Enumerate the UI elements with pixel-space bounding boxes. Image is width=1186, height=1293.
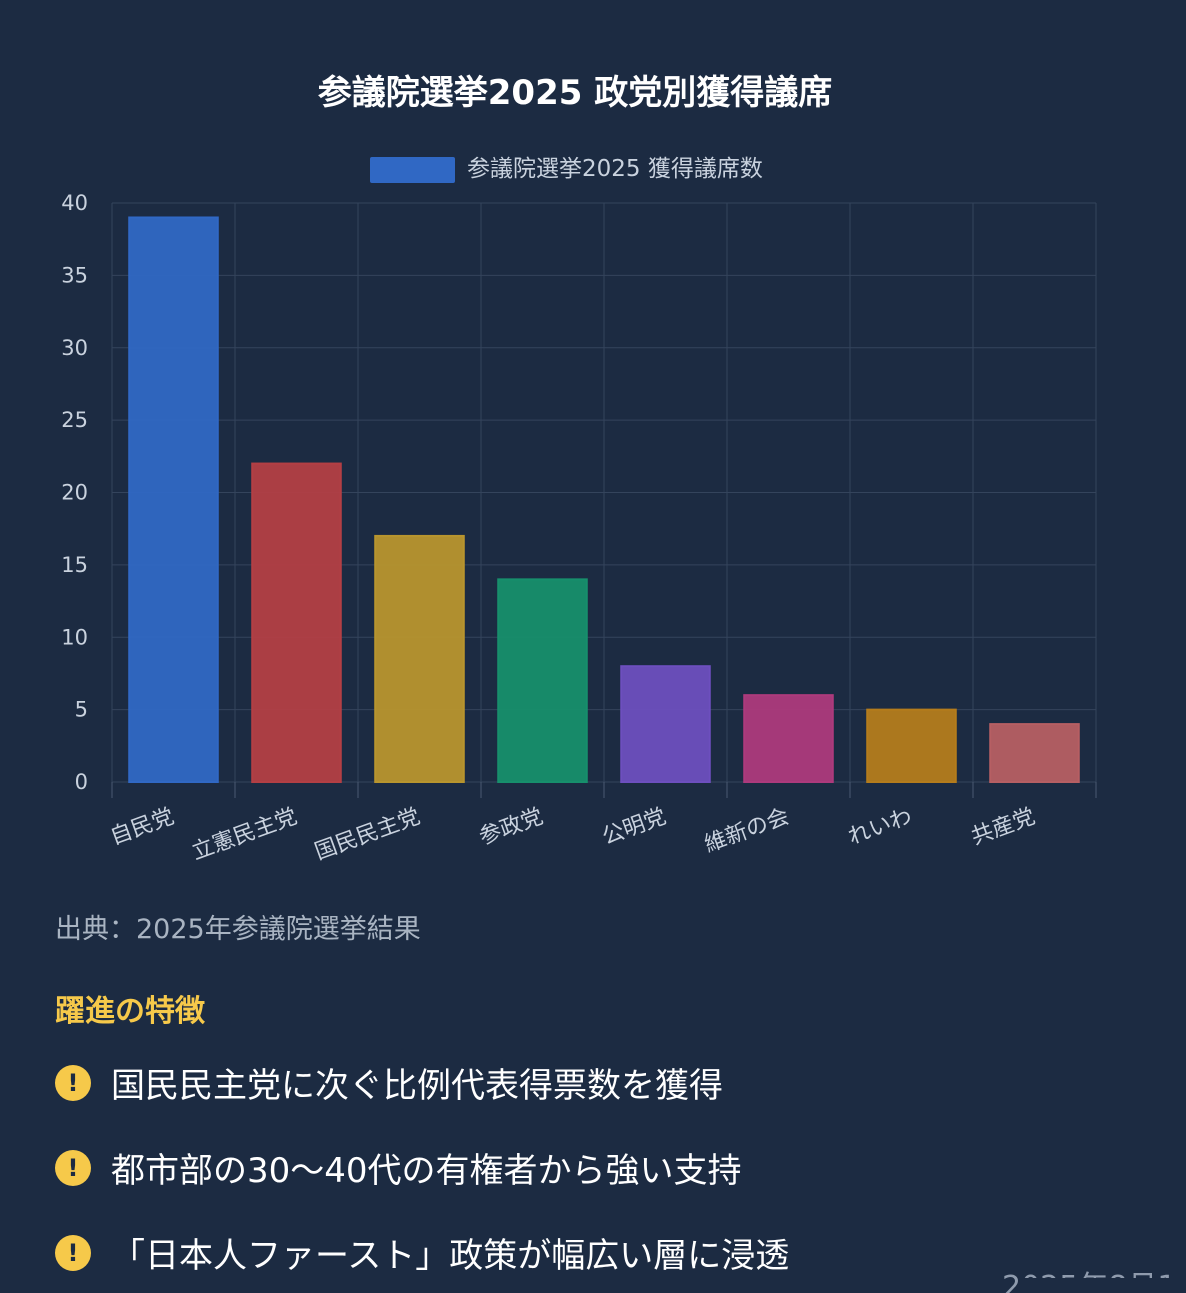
x-tick-label: 国民民主党	[312, 804, 424, 865]
bar	[251, 462, 342, 783]
features-list: ! 国民民主党に次ぐ比例代表得票数を獲得 ! 都市部の30〜40代の有権者から強…	[55, 1040, 789, 1293]
bar	[989, 723, 1080, 783]
y-tick-label: 0	[75, 770, 88, 794]
exclamation-circle-icon: !	[55, 1149, 91, 1186]
x-tick-label: れいわ	[845, 804, 916, 850]
x-tick-label: 参政党	[476, 804, 547, 850]
feature-text: 国民民主党に次ぐ比例代表得票数を獲得	[111, 1066, 723, 1106]
bar	[374, 534, 465, 783]
y-tick-label: 25	[61, 408, 88, 432]
legend-swatch	[370, 157, 455, 183]
bar	[866, 708, 957, 783]
x-tick-label: 公明党	[599, 804, 670, 850]
y-tick-label: 30	[61, 336, 88, 360]
x-tick-label: 自民党	[107, 804, 178, 850]
feature-text: 「日本人ファースト」政策が幅広い層に浸透	[111, 1236, 790, 1276]
x-axis-ticks: 自民党 立憲民主党 国民民主党 参政党 公明党 維新の会 れいわ 共産党	[107, 804, 1039, 865]
bar	[497, 578, 588, 783]
y-tick-label: 35	[61, 263, 88, 287]
chart-grid	[111, 202, 1097, 798]
source-note: 出典：2025年参議院選挙結果	[55, 914, 421, 945]
x-tick-label: 維新の会	[701, 804, 792, 858]
y-axis-ticks: 0 5 10 15 20 25 30 35 40	[61, 191, 88, 794]
overlay-bar	[1020, 1278, 1186, 1293]
bar-chart: 参議院選挙2025 政党別獲得議席 参議院選挙2025 獲得議席数 0 5 10 15…	[61, 73, 1097, 865]
legend-label: 参議院選挙2025 獲得議席数	[467, 156, 763, 182]
feature-item: ! 都市部の30〜40代の有権者から強い支持	[55, 1125, 789, 1210]
chart-legend: 参議院選挙2025 獲得議席数	[370, 156, 763, 183]
y-tick-label: 15	[61, 553, 88, 577]
bar	[620, 665, 711, 784]
y-tick-label: 10	[61, 625, 88, 649]
exclamation-circle-icon: !	[55, 1234, 91, 1271]
bar	[743, 694, 834, 784]
feature-item: ! 「日本人ファースト」政策が幅広い層に浸透	[55, 1210, 789, 1293]
features-heading: 躍進の特徴	[55, 994, 205, 1029]
x-tick-label: 共産党	[968, 804, 1039, 850]
y-tick-label: 20	[61, 481, 88, 505]
chart-bars	[128, 216, 1080, 784]
feature-item: ! 国民民主党に次ぐ比例代表得票数を獲得	[55, 1040, 789, 1125]
y-tick-label: 40	[61, 191, 88, 215]
bar	[128, 216, 219, 784]
y-tick-label: 5	[75, 698, 88, 722]
x-tick-label: 立憲民主党	[189, 804, 301, 865]
exclamation-circle-icon: !	[55, 1064, 91, 1101]
feature-text: 都市部の30〜40代の有権者から強い支持	[111, 1151, 742, 1191]
chart-title: 参議院選挙2025 政党別獲得議席	[318, 73, 832, 113]
